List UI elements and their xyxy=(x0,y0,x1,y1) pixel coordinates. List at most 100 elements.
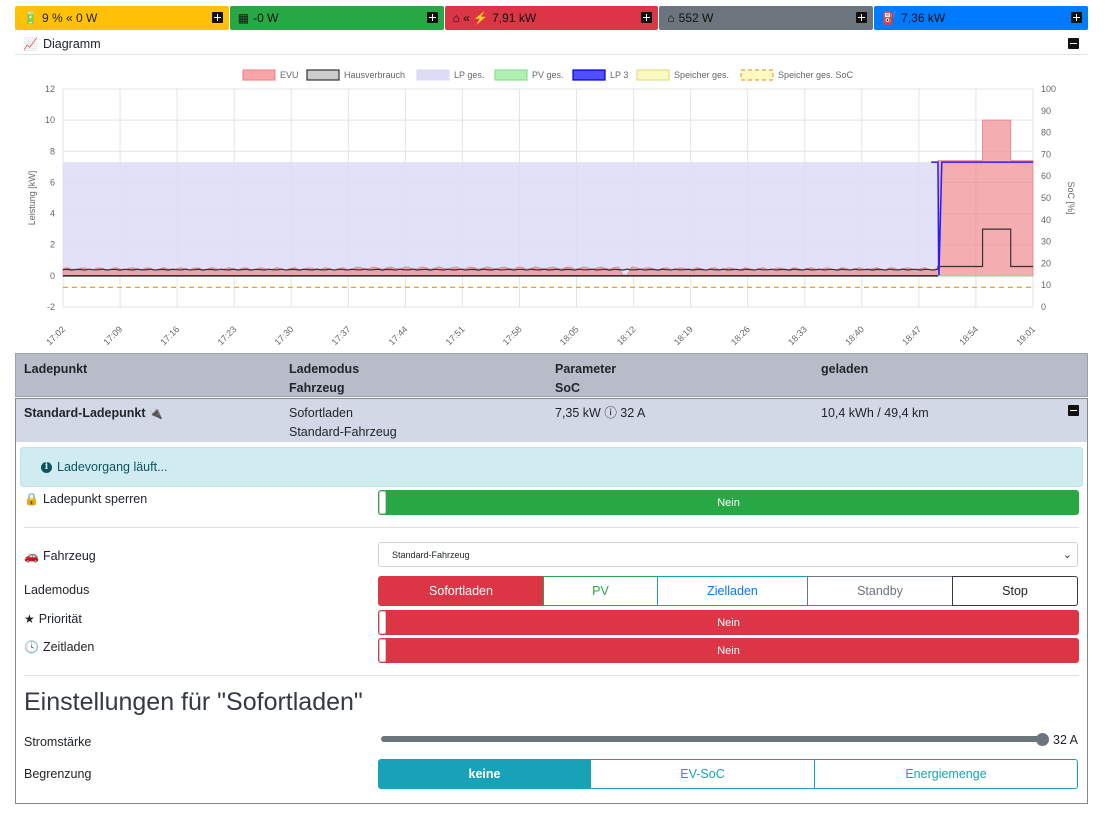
current-slider-track[interactable] xyxy=(381,736,1045,742)
chevron-down-icon: ⌄ xyxy=(1062,549,1072,561)
x-tick-label: 17:16 xyxy=(158,324,181,347)
y-tick-label: 0 xyxy=(50,271,55,281)
toggle-knob xyxy=(379,491,386,514)
car-icon: 🚗 xyxy=(24,549,39,563)
home-icon: ⌂ xyxy=(667,11,675,25)
hausverbrauch-line xyxy=(62,228,1033,271)
chart-svg: -2 0 2 4 6 8 10 12 0 10 20 30 40 50 60 70 80 90 100 17:02 17… xyxy=(27,69,1076,347)
y2-tick-label: 10 xyxy=(1041,280,1051,290)
battery-value: 9 % « 0 W xyxy=(41,11,98,25)
y2-tick-label: 90 xyxy=(1041,106,1051,116)
mode-button-group: Sofortladen PV Zielladen Standby Stop xyxy=(378,576,1078,606)
lock-toggle-value: Nein xyxy=(717,496,740,509)
chargepoint-row[interactable]: Standard-Ladepunkt 🔌 Sofortladen Standard… xyxy=(16,399,1087,442)
charging-tile[interactable]: ⛽ 7,36 kW xyxy=(874,6,1088,30)
expand-house-icon[interactable] xyxy=(856,12,868,23)
chargepoint-param: 7,35 kW ⓘ 32 A xyxy=(555,406,646,420)
legend-swatch xyxy=(572,69,606,81)
vehicle-select[interactable]: Standard-Fahrzeug ⌄ xyxy=(378,542,1078,567)
lp-ges-area xyxy=(63,162,938,276)
collapse-chargepoint-icon[interactable] xyxy=(1068,405,1079,416)
chart-area-icon: 📈 xyxy=(23,37,38,51)
legend-label: Speicher ges. xyxy=(674,70,729,80)
y-tick-label: 8 xyxy=(50,146,55,156)
mode-label: Lademodus xyxy=(24,583,90,597)
legend-label: Speicher ges. SoC xyxy=(778,70,854,80)
charging-station-icon: ⛽ xyxy=(882,11,898,25)
limit-evsoc-button[interactable]: EV-SoC xyxy=(590,759,815,789)
timed-label: 🕓 Zeitladen xyxy=(24,640,95,654)
lock-toggle[interactable]: Nein xyxy=(378,490,1079,515)
chargepoint-charged: 10,4 kWh / 49,4 km xyxy=(821,406,929,420)
y-tick-label: 12 xyxy=(45,84,55,94)
y-axis-label: Leistung [kW] xyxy=(27,171,37,226)
house-tile[interactable]: ⌂ 552 W xyxy=(659,6,874,30)
x-tick-label: 17:09 xyxy=(101,324,124,347)
y2-tick-label: 70 xyxy=(1041,149,1051,159)
diagram-header[interactable]: 📈 Diagramm xyxy=(15,34,1088,55)
charging-status-alert: i Ladevorgang läuft... xyxy=(20,447,1083,487)
power-chart: -2 0 2 4 6 8 10 12 0 10 20 30 40 50 60 70 80 90 100 17:02 17… xyxy=(15,56,1088,348)
vehicle-select-value: Standard-Fahrzeug xyxy=(392,549,470,560)
x-tick-label: 17:37 xyxy=(330,324,353,347)
pv-tile[interactable]: ▦ -0 W xyxy=(229,6,444,30)
timed-toggle-value: Nein xyxy=(717,644,740,657)
x-tick-label: 18:19 xyxy=(672,324,695,347)
limit-none-button[interactable]: keine xyxy=(378,759,591,789)
toggle-knob xyxy=(379,639,386,662)
y2-tick-label: 80 xyxy=(1041,128,1051,138)
expand-battery-icon[interactable] xyxy=(211,12,223,23)
clock-icon: 🕓 xyxy=(24,640,39,654)
legend-swatch xyxy=(494,69,528,81)
chargepoint-panel: Standard-Ladepunkt 🔌 Sofortladen Standard… xyxy=(15,398,1088,804)
legend-swatch xyxy=(740,69,774,81)
mode-sofortladen-button[interactable]: Sofortladen xyxy=(378,576,544,606)
status-tiles: 🔋 9 % « 0 W ▦ -0 W ⌂ « ⚡ 7,91 kW ⌂ 552 W… xyxy=(15,6,1088,30)
mode-pv-button[interactable]: PV xyxy=(543,576,658,606)
x-tick-label: 17:02 xyxy=(44,324,67,347)
solar-panel-icon: ▦ xyxy=(237,11,250,25)
timed-toggle[interactable]: Nein xyxy=(378,638,1079,663)
y2-tick-label: 0 xyxy=(1041,302,1046,312)
expand-grid-icon[interactable] xyxy=(641,12,653,23)
expand-charging-icon[interactable] xyxy=(1070,12,1082,23)
info-icon: i xyxy=(41,461,52,473)
legend-swatch xyxy=(306,69,340,81)
y-tick-label: 4 xyxy=(50,209,55,219)
header-ladepunkt: Ladepunkt xyxy=(24,362,88,376)
priority-label: ★ Priorität xyxy=(24,612,82,626)
star-icon: ★ xyxy=(24,612,35,626)
plug-icon: 🔌 xyxy=(149,408,163,420)
header-parameter: Parameter SoC xyxy=(555,362,617,395)
current-value: 32 A xyxy=(1053,733,1079,747)
priority-toggle[interactable]: Nein xyxy=(378,610,1079,635)
current-label: Stromstärke xyxy=(24,735,92,749)
chargepoint-name: Standard-Ladepunkt 🔌 xyxy=(24,406,163,420)
limit-energy-button[interactable]: Energiemenge xyxy=(814,759,1078,789)
chargepoint-mode: Sofortladen Standard-Fahrzeug xyxy=(289,406,397,439)
legend-swatch xyxy=(416,69,450,81)
expand-pv-icon[interactable] xyxy=(426,12,438,23)
y2-tick-label: 40 xyxy=(1041,215,1051,225)
mode-standby-button[interactable]: Standby xyxy=(807,576,953,606)
header-lademodus: Lademodus Fahrzeug xyxy=(289,362,360,395)
limit-button-group: keine EV-SoC Energiemenge xyxy=(378,759,1078,789)
alert-text: Ladevorgang läuft... xyxy=(57,460,168,474)
x-tick-label: 17:51 xyxy=(444,324,467,347)
y-tick-label: 10 xyxy=(45,115,55,125)
y2-tick-label: 100 xyxy=(1041,84,1056,94)
grid-tile[interactable]: ⌂ « ⚡ 7,91 kW xyxy=(444,6,659,30)
x-tick-label: 18:05 xyxy=(558,324,581,347)
pv-value: -0 W xyxy=(253,11,279,25)
mode-stop-button[interactable]: Stop xyxy=(952,576,1078,606)
legend-label: EVU xyxy=(280,70,299,80)
vehicle-label: 🚗 Fahrzeug xyxy=(24,549,96,563)
legend-swatch xyxy=(636,69,670,81)
battery-tile[interactable]: 🔋 9 % « 0 W xyxy=(15,6,229,30)
mode-zielladen-button[interactable]: Zielladen xyxy=(657,576,808,606)
collapse-diagram-icon[interactable] xyxy=(1068,38,1079,49)
legend-label: LP 3 xyxy=(610,70,628,80)
current-slider-thumb[interactable] xyxy=(1036,733,1049,746)
x-tick-label: 18:40 xyxy=(843,324,866,347)
x-tick-label: 18:26 xyxy=(729,324,752,347)
